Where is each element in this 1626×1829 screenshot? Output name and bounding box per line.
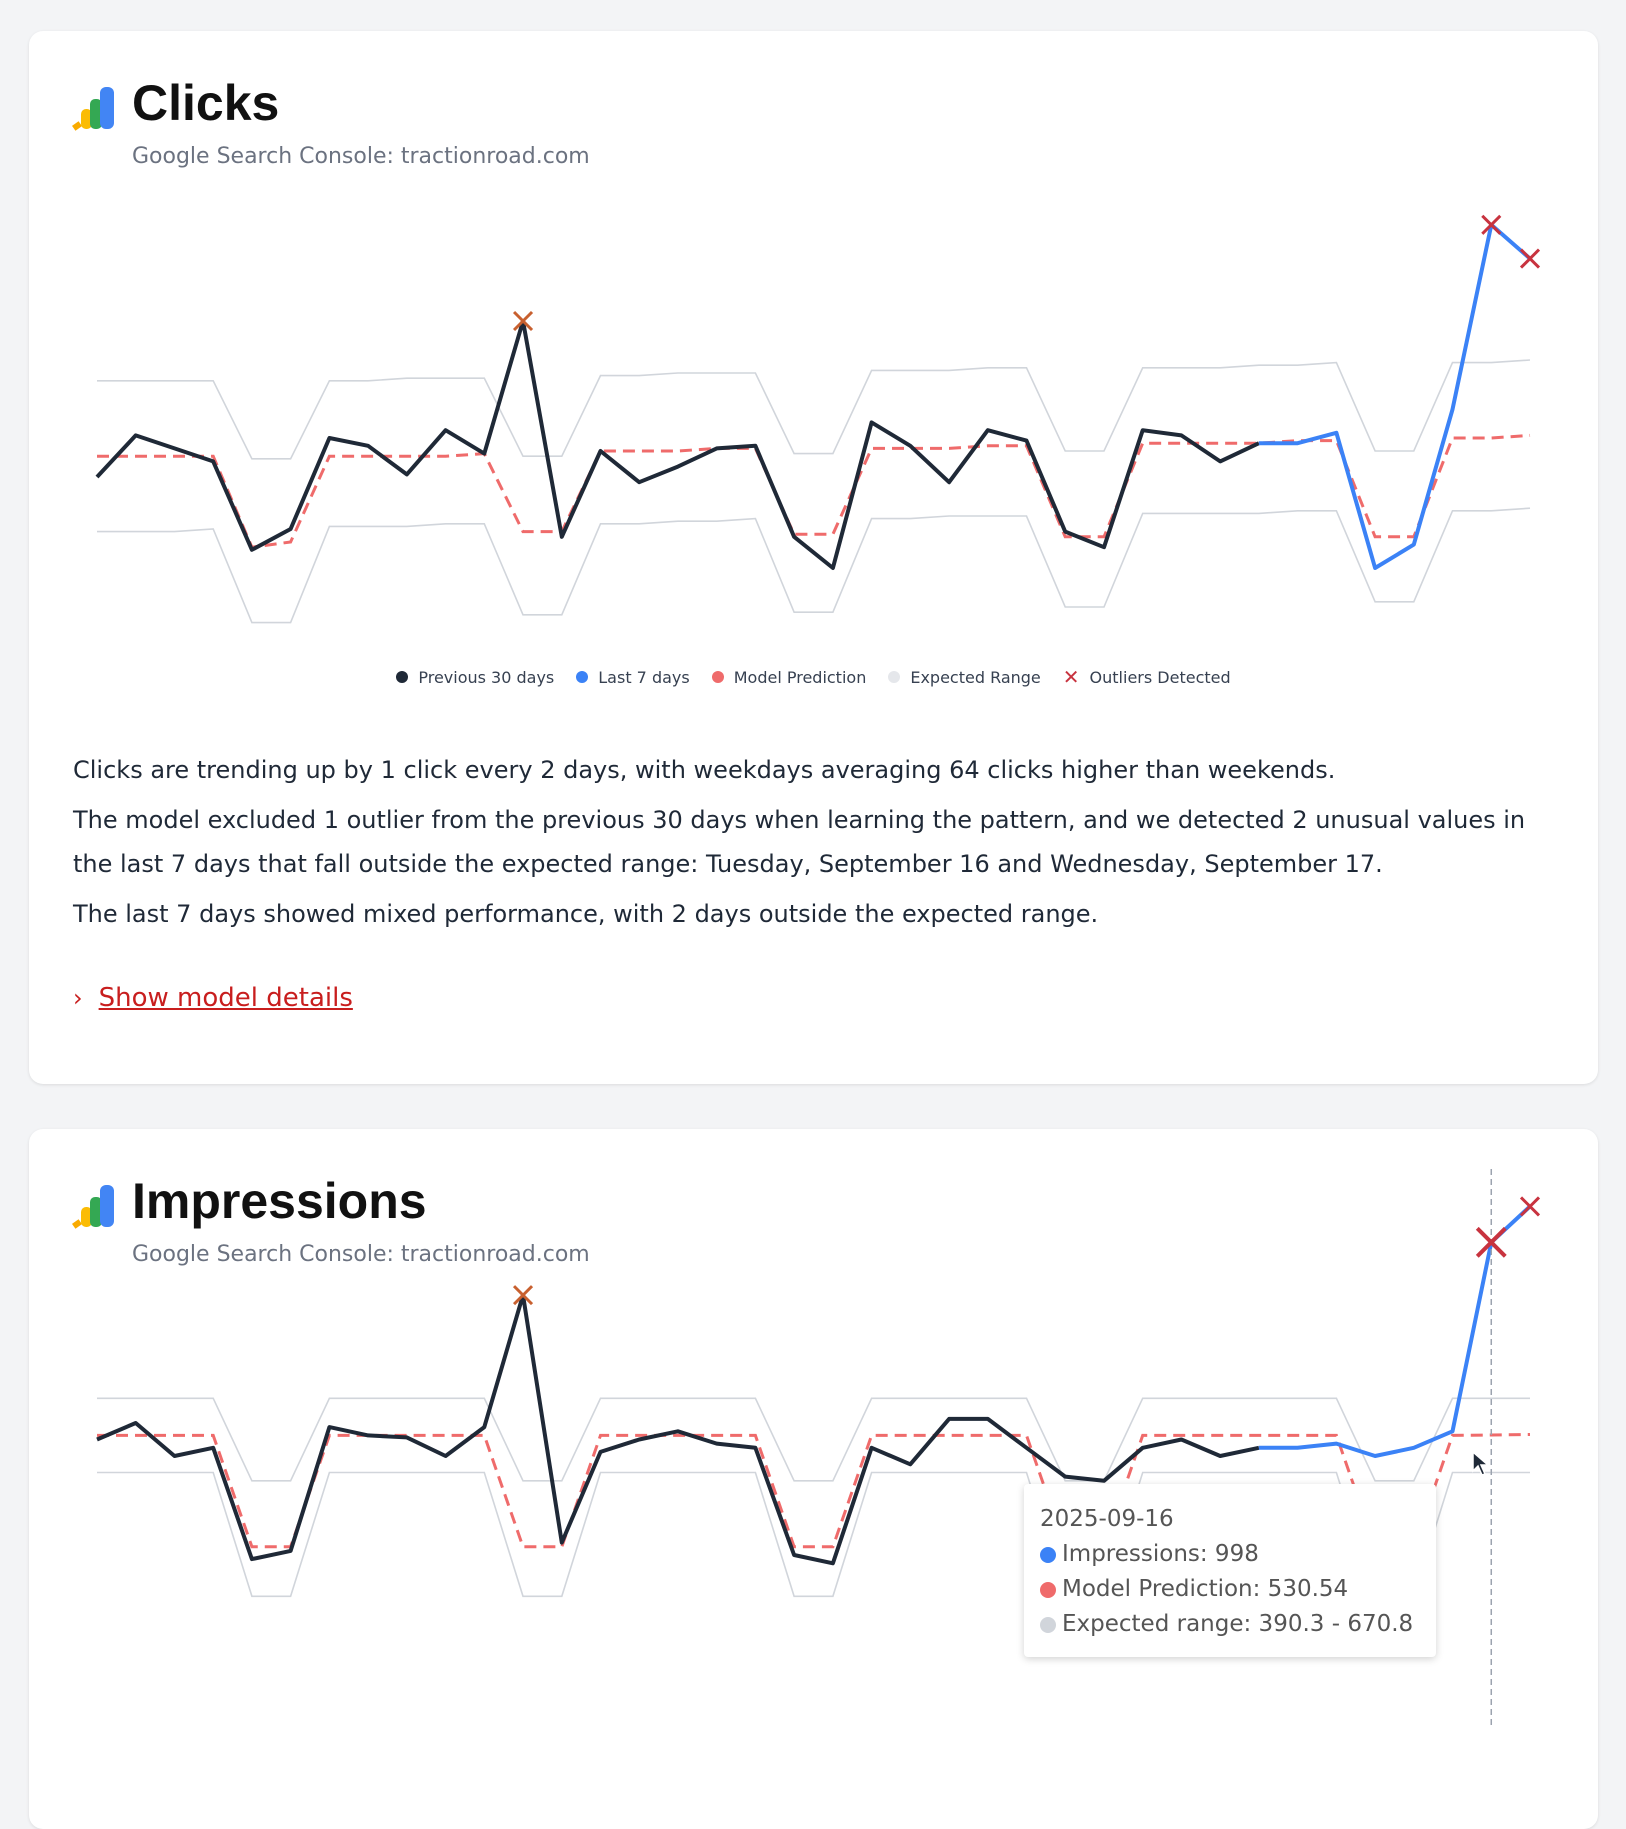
- card-subtitle: Google Search Console: tractionroad.com: [132, 144, 590, 169]
- outlier-marker: [1519, 1196, 1541, 1217]
- tooltip-prediction-row: Model Prediction: 530.54: [1040, 1572, 1420, 1607]
- expected-range-upper: [97, 1397, 1530, 1482]
- tooltip-date: 2025-09-16: [1040, 1506, 1174, 1532]
- tooltip-impressions-row: Impressions: 998: [1040, 1537, 1420, 1572]
- last-7-days-line: [1258, 222, 1532, 570]
- tooltip-dot: [1040, 1616, 1056, 1633]
- legend-label: Outliers Detected: [1089, 667, 1231, 687]
- close-x-icon: ✕: [1062, 665, 1080, 689]
- previous-30-days-line: [96, 1293, 1260, 1566]
- tooltip-range-row: Expected range: 390.3 - 670.8: [1040, 1607, 1420, 1642]
- tooltip-dot: [1040, 1581, 1056, 1598]
- expected-range-lower: [97, 1471, 1530, 1598]
- legend-prediction[interactable]: Model Prediction: [711, 667, 867, 687]
- show-model-details-link[interactable]: Show model details: [98, 983, 353, 1013]
- outlier-marker: [512, 1285, 534, 1306]
- tooltip-range: Expected range: 390.3 - 670.8: [1062, 1611, 1414, 1637]
- outlier-x-stroke: [512, 1285, 534, 1306]
- card-title: Impressions: [132, 1173, 427, 1229]
- insight-summary: Clicks are trending up by 1 click every …: [73, 748, 1553, 942]
- legend-dot: [711, 671, 724, 683]
- show-model-details-toggle[interactable]: › Show model details: [73, 983, 353, 1013]
- chevron-right-icon: ›: [73, 984, 83, 1012]
- outlier-marker: [1475, 1226, 1507, 1258]
- tooltip-impressions: Impressions: 998: [1062, 1541, 1259, 1567]
- clicks-card: Clicks Google Search Console: tractionro…: [29, 31, 1598, 1084]
- chart-legend: Previous 30 days Last 7 days Model Predi…: [29, 667, 1598, 687]
- previous-30-days-line: [95, 319, 1260, 570]
- summary-performance: The last 7 days showed mixed performance…: [73, 900, 1099, 928]
- outlier-marker: [1481, 214, 1502, 235]
- legend-label: Previous 30 days: [418, 667, 555, 687]
- legend-dot: [888, 671, 901, 683]
- search-console-logo-icon: [72, 87, 114, 131]
- mouse-cursor-icon: [1472, 1451, 1490, 1476]
- legend-last7[interactable]: Last 7 days: [576, 667, 690, 687]
- outlier-marker: [512, 310, 534, 332]
- search-console-logo-icon: [72, 1185, 114, 1229]
- clicks-chart[interactable]: [29, 31, 1598, 671]
- expected-range-upper: [97, 359, 1531, 460]
- legend-label: Last 7 days: [598, 667, 690, 687]
- legend-outliers[interactable]: ✕ Outliers Detected: [1063, 667, 1231, 687]
- expected-range-lower: [97, 507, 1531, 624]
- outlier-x-stroke: [1519, 1196, 1541, 1217]
- tooltip-prediction: Model Prediction: 530.54: [1062, 1576, 1349, 1602]
- outlier-marker: [1519, 248, 1541, 269]
- legend-dot: [396, 671, 409, 683]
- legend-dot: [576, 671, 589, 683]
- card-subtitle: Google Search Console: tractionroad.com: [132, 1242, 590, 1267]
- legend-label: Model Prediction: [733, 667, 867, 687]
- outlier-x-stroke: [1519, 248, 1541, 269]
- outlier-x-stroke: [1481, 214, 1502, 235]
- model-prediction-line: [97, 1433, 1531, 1549]
- summary-outliers: The model excluded 1 outlier from the pr…: [73, 806, 1526, 878]
- chart-tooltip: 2025-09-16 Impressions: 998 Model Predic…: [1024, 1484, 1436, 1657]
- impressions-card: Impressions Google Search Console: tract…: [29, 1129, 1598, 1829]
- tooltip-dot: [1040, 1546, 1056, 1563]
- impressions-chart[interactable]: [29, 1129, 1598, 1769]
- legend-range[interactable]: Expected Range: [888, 667, 1041, 687]
- card-title: Clicks: [132, 75, 280, 131]
- last-7-days-line: [1258, 1204, 1532, 1458]
- summary-trend: Clicks are trending up by 1 click every …: [73, 756, 1336, 784]
- legend-previous[interactable]: Previous 30 days: [396, 668, 554, 687]
- model-prediction-line: [97, 433, 1531, 549]
- outlier-x-stroke: [512, 310, 534, 332]
- outlier-x-stroke: [1475, 1226, 1507, 1258]
- legend-label: Expected Range: [910, 667, 1041, 687]
